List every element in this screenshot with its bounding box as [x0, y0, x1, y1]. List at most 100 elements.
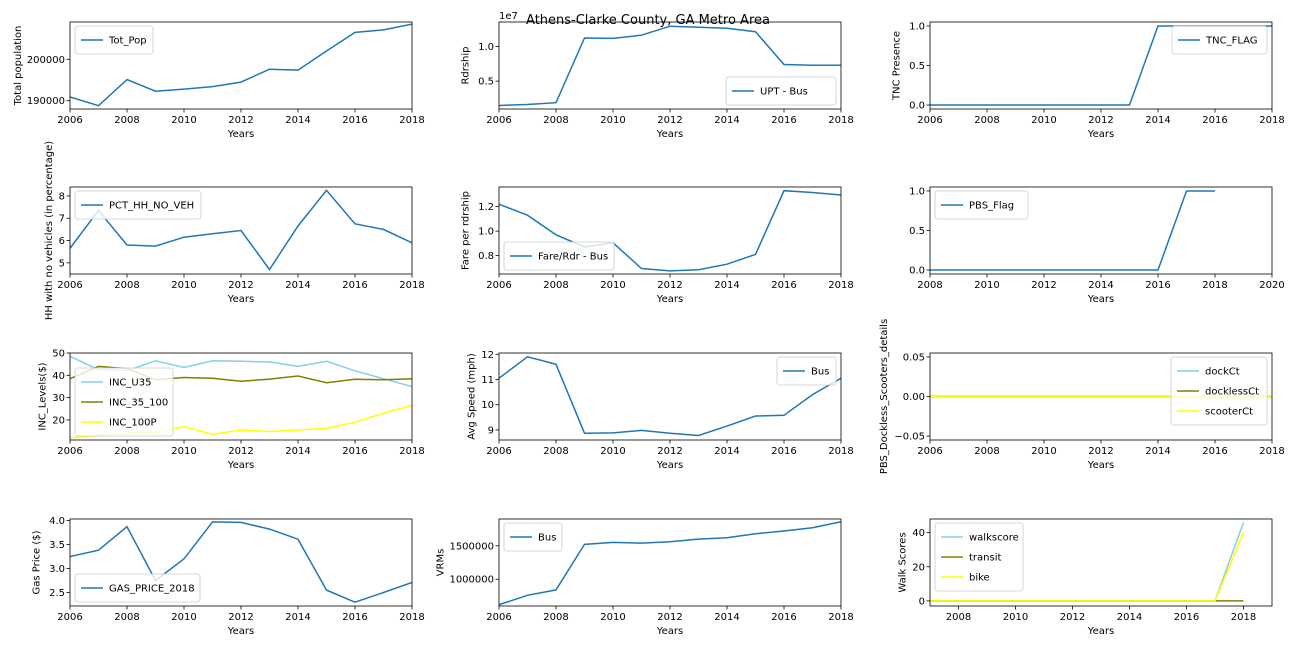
x-tick-label: 2018 — [399, 115, 424, 126]
subplot-1: 2006 2008 2010 2012 2014 2016 2018 190000 200000… — [13, 21, 425, 140]
x-tick-label: 2016 — [342, 446, 367, 457]
y-tick-label: 3.0 — [49, 564, 65, 575]
legend: Bus — [503, 522, 563, 552]
x-tick-label: 2018 — [399, 446, 424, 457]
y-tick-label: 1.2 — [478, 202, 494, 213]
y-tick-label: 1.0 — [909, 21, 925, 32]
x-tick-label: 2008 — [114, 280, 139, 291]
legend-label: GAS_PRICE_2018 — [109, 584, 195, 595]
series-line-tot-pop — [70, 23, 412, 107]
legend-label: Tot_Pop — [108, 36, 147, 47]
y-tick-label: 50 — [52, 349, 65, 360]
y-tick-label: 6 — [59, 236, 65, 247]
legend: Tot_Pop — [74, 25, 154, 55]
legend: walkscore transit bike — [934, 522, 1024, 592]
subplot-3: 2006 2008 2010 2012 2014 2016 2018 0.0 0.5 1.0 Yea… — [891, 21, 1284, 140]
x-tick-label: 2012 — [1088, 446, 1113, 457]
x-tick-label: 2008 — [114, 446, 139, 457]
subplot-9: 2006 2008 2010 2012 2014 2016 2018 −0.05 0.00 0.0… — [879, 319, 1285, 474]
legend-box — [74, 367, 174, 437]
legend-label: INC_35_100 — [109, 398, 168, 409]
legend-label: PCT_HH_NO_VEH — [109, 201, 194, 212]
x-tick-label: 2008 — [917, 280, 942, 291]
y-tick-label: 1.0 — [478, 227, 494, 238]
x-tick-label: 2008 — [543, 280, 568, 291]
x-tick-label: 2006 — [57, 280, 82, 291]
x-tick-label: 2006 — [486, 280, 511, 291]
x-tick-label: 2006 — [57, 446, 82, 457]
y-axis-label: HH with no vehicles (in percentage) — [44, 141, 55, 320]
series-line-upt-bus — [499, 25, 841, 107]
x-tick-label: 2006 — [486, 115, 511, 126]
legend-label: bike — [969, 573, 990, 584]
legend: Fare/Rdr - Bus — [503, 241, 615, 271]
y-axis-label: PBS_Dockless_Scooters_details — [879, 319, 890, 474]
x-tick-label: 2008 — [974, 446, 999, 457]
y-tick-label: 0.00 — [903, 392, 925, 403]
x-tick-label: 2012 — [657, 446, 682, 457]
y-axis-label: Avg Speed (mph) — [467, 353, 478, 440]
y-axis-label: Rdrship — [460, 46, 471, 84]
x-axis-label: Years — [227, 626, 254, 637]
x-tick-label: 2018 — [828, 446, 853, 457]
x-tick-label: 2012 — [228, 280, 253, 291]
legend: dockCt docklessCt scooterCt — [1170, 356, 1268, 426]
x-tick-label: 2016 — [342, 612, 367, 623]
x-tick-label: 2010 — [600, 446, 625, 457]
x-tick-label: 2014 — [285, 280, 310, 291]
x-tick-label: 2014 — [285, 115, 310, 126]
legend-label: docklessCt — [1205, 387, 1259, 398]
x-tick-label: 2008 — [543, 612, 568, 623]
x-tick-label: 2008 — [114, 612, 139, 623]
y-tick-label: 1500000 — [449, 541, 494, 552]
legend: PCT_HH_NO_VEH — [74, 190, 202, 220]
x-tick-label: 2016 — [1174, 612, 1199, 623]
x-axis-label: Years — [227, 460, 254, 471]
series-line-pct-hh-no-veh — [70, 189, 412, 271]
subplot-4: 2006 2008 2010 2012 2014 2016 2018 5 6 7 8 Years HH … — [44, 141, 425, 320]
y-tick-label: −0.05 — [894, 432, 925, 443]
y-tick-label: 1000000 — [449, 575, 494, 586]
x-tick-label: 2012 — [657, 280, 682, 291]
subplot-11: 2006 2008 2010 2012 2014 2016 2018 1000000 15000… — [436, 518, 854, 637]
x-tick-label: 2008 — [543, 115, 568, 126]
axes-frame — [929, 518, 1273, 607]
x-tick-label: 2010 — [1031, 446, 1056, 457]
y-axis-label: INC_Levels($) — [38, 362, 49, 430]
y-tick-label: 40 — [52, 371, 65, 382]
legend-label: Fare/Rdr - Bus — [538, 252, 608, 263]
y-tick-label: 20 — [52, 415, 65, 426]
x-tick-label: 2008 — [543, 446, 568, 457]
x-tick-label: 2010 — [600, 280, 625, 291]
x-tick-label: 2016 — [771, 446, 796, 457]
x-tick-label: 2020 — [1259, 280, 1284, 291]
x-tick-label: 2012 — [1060, 612, 1085, 623]
x-tick-label: 2012 — [228, 115, 253, 126]
x-tick-label: 2016 — [1202, 115, 1227, 126]
figure-title: Athens-Clarke County, GA Metro Area — [526, 13, 770, 28]
x-tick-label: 2014 — [1088, 280, 1113, 291]
y-tick-label: 11 — [481, 375, 494, 386]
x-tick-label: 2008 — [946, 612, 971, 623]
legend-box — [934, 522, 1024, 592]
series-line-gas-price-2018 — [70, 521, 412, 604]
legend: Bus — [776, 356, 837, 386]
x-tick-label: 2018 — [1202, 280, 1227, 291]
y-axis-label: Fare per rdrship — [460, 191, 471, 270]
y-tick-label: 0 — [919, 596, 925, 607]
series-line-fare-rdr-bus — [499, 189, 841, 272]
y-axis-label: VRMs — [436, 549, 447, 577]
legend-label: INC_100P — [109, 418, 157, 429]
subplot-6: 2008 2010 2012 2014 2016 2018 2020 0.0 0.5 1.0 Yea… — [909, 186, 1285, 305]
y-tick-label: 7 — [59, 214, 65, 225]
legend-label: TNC_FLAG — [1205, 36, 1258, 47]
x-tick-label: 2014 — [1145, 115, 1170, 126]
legend-label: PBS_Flag — [969, 201, 1014, 212]
legend: UPT - Bus — [725, 76, 837, 106]
y-tick-label: 0.05 — [903, 352, 925, 363]
x-tick-label: 2012 — [228, 446, 253, 457]
x-axis-label: Years — [1087, 460, 1114, 471]
y-tick-label: 5 — [59, 258, 65, 269]
x-axis-label: Years — [1087, 626, 1114, 637]
